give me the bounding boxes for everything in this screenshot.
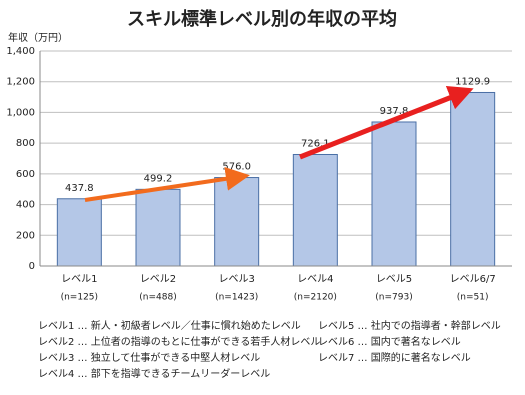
value-label: 576.0 [222,162,251,173]
y-tick-label: 600 [16,169,35,180]
bar [371,121,417,267]
value-label: 726.1 [301,138,330,149]
bar [292,153,338,267]
y-tick-label: 200 [16,230,35,241]
y-axis-label: 年収（万円） [8,31,68,44]
x-tick-label: レベル5 [376,273,412,285]
sample-size-label: (n=793) [375,293,412,303]
legend-note: レベル5 … 社内での指導者・幹部レベル [318,319,501,332]
bar [56,198,102,267]
sample-size-label: (n=1423) [215,293,258,303]
x-tick-label: レベル6/7 [450,273,496,285]
plot-area: 0 200 400 600 800 1,000 1,200 1,400 437.8 レベル1 (n=… [6,46,512,303]
chart-title: スキル標準レベル別の年収の平均 [127,8,397,30]
bar [135,188,181,267]
sample-size-label: (n=125) [61,293,98,303]
legend-note: レベル4 … 部下を指導できるチームリーダーレベル [38,367,270,380]
y-tick-label: 400 [16,200,35,211]
bar [450,91,496,267]
legend-note: レベル6 … 国内で著名なレベル [318,335,461,348]
y-tick-label: 1,400 [6,46,35,57]
value-label: 937.8 [380,106,409,117]
trend-arrow [299,85,474,160]
legend-note: レベル7 … 国際的に著名なレベル [318,351,471,364]
sample-size-label: (n=2120) [294,293,337,303]
value-label: 1129.9 [455,76,490,87]
legend-note: レベル2 … 上位者の指導のもとに仕事ができる若手人材レベル [38,335,320,348]
legend-note: レベル3 … 独立して仕事ができる中堅人材レベル [38,351,260,364]
x-tick-label: レベル2 [140,273,176,285]
x-tick-label: レベル4 [297,273,333,285]
y-tick-label: 800 [16,138,35,149]
y-tick-label: 1,200 [6,77,35,88]
value-label: 437.8 [65,183,94,194]
x-tick-label: レベル3 [218,273,254,285]
y-tick-label: 1,000 [6,107,35,118]
x-tick-label: レベル1 [61,273,97,285]
sample-size-label: (n=51) [457,293,489,303]
bar [214,177,260,267]
trend-arrow [84,166,250,202]
sample-size-label: (n=488) [139,293,176,303]
y-tick-label: 0 [29,261,35,272]
value-label: 499.2 [144,173,173,184]
legend-note: レベル1 … 新人・初級者レベル／仕事に慣れ始めたレベル [38,319,301,332]
